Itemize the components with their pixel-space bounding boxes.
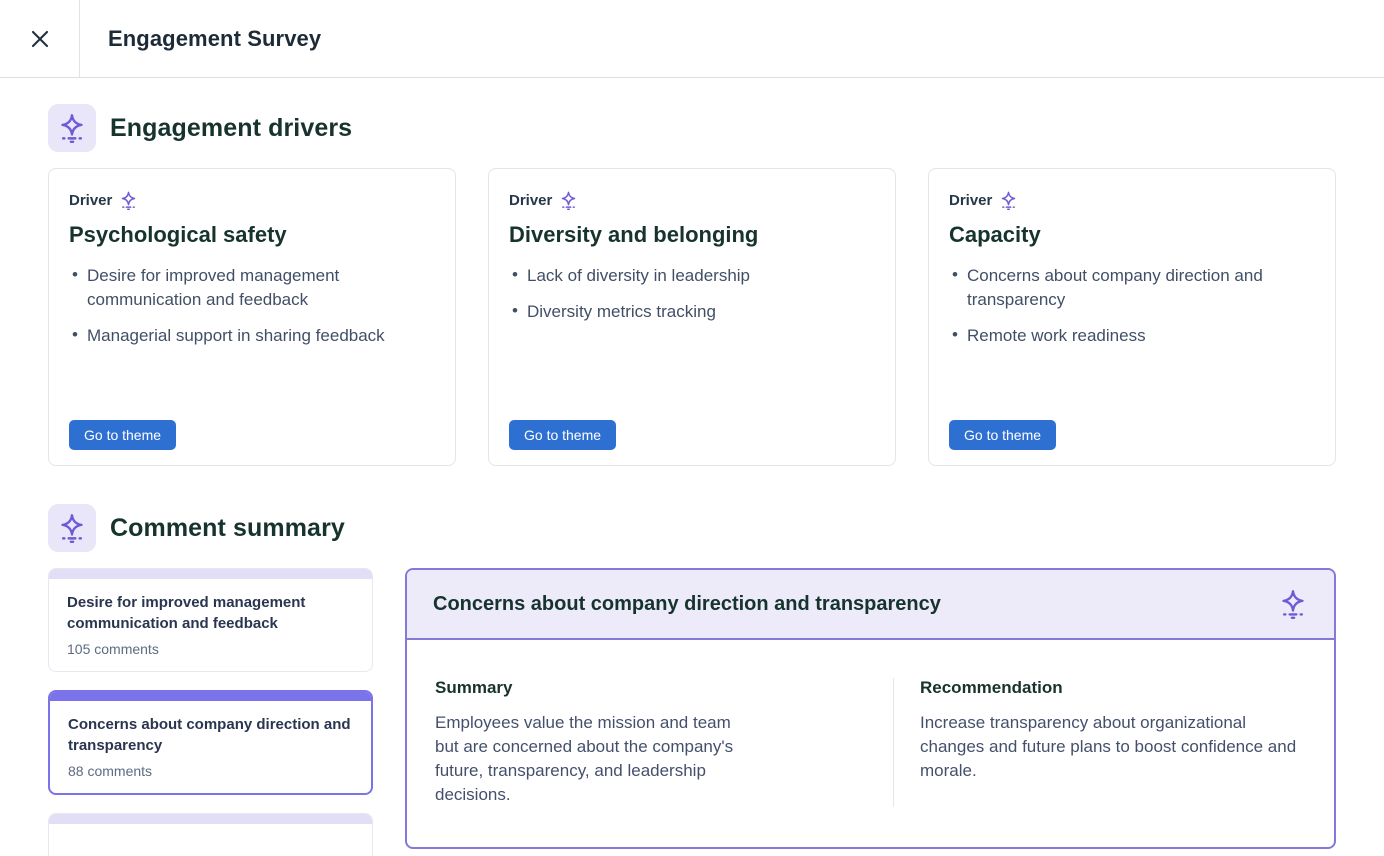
comment-section-title: Comment summary (110, 513, 345, 542)
ai-chip (48, 504, 96, 552)
engagement-survey-content: Engagement drivers Driver Psychological … (0, 78, 1384, 856)
sparkle-icon (559, 191, 578, 210)
theme-card-strip (49, 814, 372, 824)
theme-card-partial[interactable] (48, 813, 373, 856)
go-to-theme-button[interactable]: Go to theme (949, 420, 1057, 450)
driver-card-title: Psychological safety (69, 222, 287, 247)
go-to-theme-button[interactable]: Go to theme (69, 420, 177, 450)
comment-summary-layout: Desire for improved management communica… (48, 568, 1336, 856)
theme-detail-body: Summary Employees value the mission and … (407, 640, 1334, 847)
driver-bullet-list: Lack of diversity in leadership Diversit… (509, 263, 875, 336)
theme-detail-panel: Concerns about company direction and tra… (405, 568, 1336, 849)
recommendation-text: Increase transparency about organization… (920, 713, 1297, 780)
theme-detail-title: Concerns about company direction and tra… (433, 592, 941, 615)
page-title: Engagement Survey (108, 25, 322, 51)
summary-label: Summary (435, 678, 513, 697)
sparkle-icon (999, 191, 1018, 210)
driver-bullet-list: Concerns about company direction and tra… (949, 263, 1315, 360)
driver-tag-row: Driver (949, 191, 1315, 210)
close-icon (31, 30, 48, 47)
driver-bullet: Desire for improved management communica… (69, 263, 435, 312)
driver-bullet: Diversity metrics tracking (509, 299, 875, 324)
driver-card-title: Diversity and belonging (509, 222, 759, 247)
driver-card-psychological-safety: Driver Psychological safety Desire for i… (48, 168, 456, 466)
sparkle-icon (119, 191, 138, 210)
summary-column: Summary Employees value the mission and … (435, 678, 893, 807)
summary-text: Employees value the mission and team but… (435, 713, 734, 804)
close-button[interactable] (0, 0, 80, 77)
sparkle-icon (57, 513, 87, 543)
theme-card-comment-count: 88 comments (68, 763, 153, 779)
driver-bullet-list: Desire for improved management communica… (69, 263, 435, 360)
driver-bullet: Remote work readiness (949, 323, 1315, 348)
driver-tag-row: Driver (69, 191, 435, 210)
theme-card-company-direction[interactable]: Concerns about company direction and tra… (48, 690, 373, 795)
driver-tag-row: Driver (509, 191, 875, 210)
recommendation-column: Recommendation Increase transparency abo… (894, 678, 1306, 807)
ai-chip (48, 104, 96, 152)
driver-tag: Driver (509, 192, 553, 209)
driver-bullet: Concerns about company direction and tra… (949, 263, 1315, 312)
theme-card-comment-count: 105 comments (67, 641, 159, 657)
theme-card-management-communication[interactable]: Desire for improved management communica… (48, 568, 373, 672)
driver-cards-row: Driver Psychological safety Desire for i… (48, 168, 1336, 466)
theme-card-strip (50, 692, 371, 701)
driver-card-diversity-and-belonging: Driver Diversity and belonging Lack of d… (488, 168, 896, 466)
comment-section-header: Comment summary (48, 504, 1336, 552)
driver-bullet: Managerial support in sharing feedback (69, 323, 435, 348)
sparkle-icon (57, 113, 87, 143)
driver-tag: Driver (949, 192, 993, 209)
driver-card-capacity: Driver Capacity Concerns about company d… (928, 168, 1336, 466)
theme-card-title: Concerns about company direction and tra… (68, 716, 351, 754)
sparkle-icon (1278, 589, 1308, 619)
driver-tag: Driver (69, 192, 113, 209)
theme-card-title: Desire for improved management communica… (67, 594, 306, 632)
header: Engagement Survey (0, 0, 1384, 78)
drivers-section-title: Engagement drivers (110, 113, 353, 142)
column-divider (893, 678, 894, 807)
go-to-theme-button[interactable]: Go to theme (509, 420, 617, 450)
recommendation-label: Recommendation (920, 678, 1063, 697)
driver-bullet: Lack of diversity in leadership (509, 263, 875, 288)
driver-card-title: Capacity (949, 222, 1041, 247)
theme-list: Desire for improved management communica… (48, 568, 373, 856)
theme-card-strip (49, 569, 372, 579)
theme-detail-header: Concerns about company direction and tra… (407, 570, 1334, 640)
drivers-section-header: Engagement drivers (48, 104, 1336, 152)
